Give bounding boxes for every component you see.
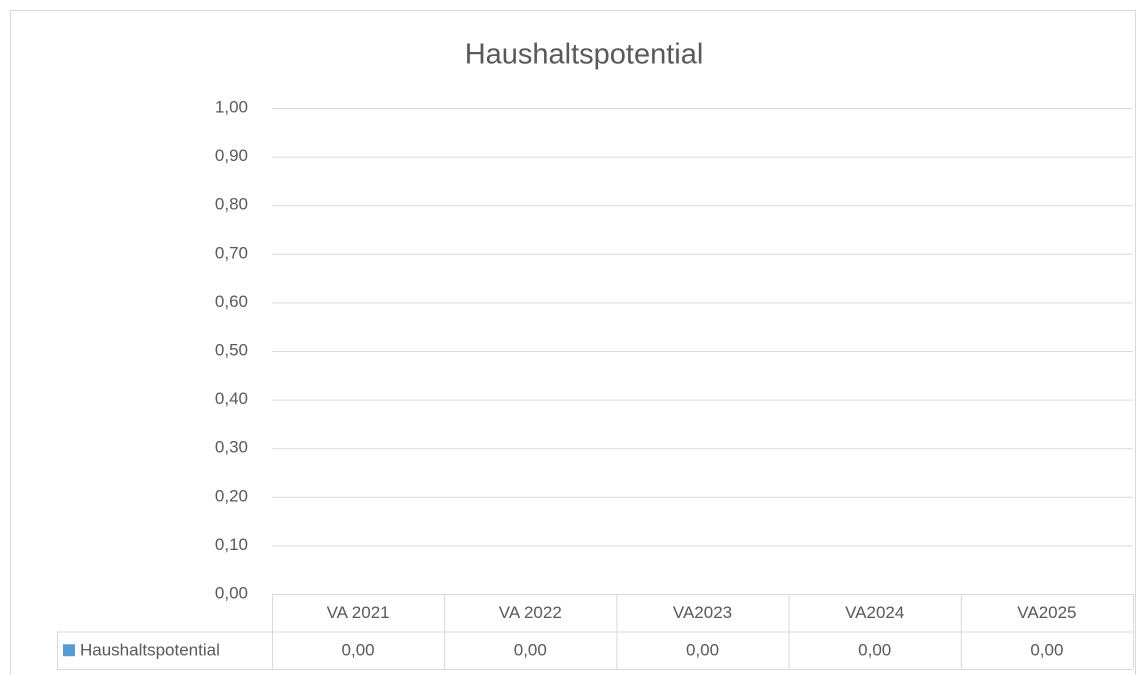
y-tick-label: 0,60 — [215, 292, 248, 311]
data-table-value: 0,00 — [686, 641, 719, 660]
chart-title: Haushaltspotential — [465, 39, 704, 71]
data-table-value: 0,00 — [1030, 641, 1063, 660]
x-tick-label: VA2023 — [673, 603, 732, 622]
legend-label: Haushaltspotential — [80, 641, 220, 660]
y-tick-label: 0,70 — [215, 243, 248, 262]
y-tick-label: 0,20 — [215, 486, 248, 505]
y-tick-label: 0,00 — [215, 583, 248, 602]
data-table-value: 0,00 — [342, 641, 375, 660]
y-tick-label: 1,00 — [215, 97, 248, 116]
y-tick-label: 0,30 — [215, 438, 248, 457]
y-tick-label: 0,10 — [215, 535, 248, 554]
x-tick-label: VA2025 — [1017, 603, 1076, 622]
x-tick-label: VA 2021 — [327, 603, 390, 622]
y-tick-label: 0,90 — [215, 146, 248, 165]
y-tick-label: 0,40 — [215, 389, 248, 408]
x-tick-label: VA 2022 — [499, 603, 562, 622]
chart-border — [10, 10, 1136, 675]
x-tick-label: VA2024 — [845, 603, 904, 622]
data-table-value: 0,00 — [858, 641, 891, 660]
y-tick-label: 0,50 — [215, 340, 248, 359]
legend-key — [63, 644, 75, 657]
y-tick-label: 0,80 — [215, 195, 248, 214]
data-table-value: 0,00 — [514, 641, 547, 660]
